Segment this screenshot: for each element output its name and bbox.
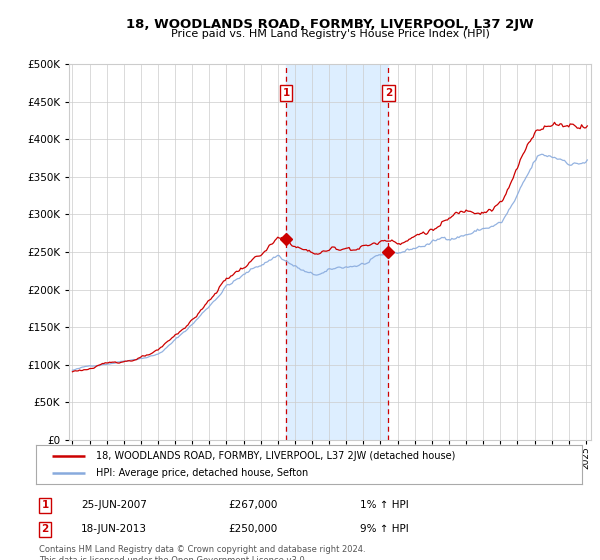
Text: Contains HM Land Registry data © Crown copyright and database right 2024.
This d: Contains HM Land Registry data © Crown c…: [39, 545, 365, 560]
Text: 18, WOODLANDS ROAD, FORMBY, LIVERPOOL, L37 2JW: 18, WOODLANDS ROAD, FORMBY, LIVERPOOL, L…: [126, 18, 534, 31]
Text: £267,000: £267,000: [228, 500, 277, 510]
Text: 18, WOODLANDS ROAD, FORMBY, LIVERPOOL, L37 2JW (detached house): 18, WOODLANDS ROAD, FORMBY, LIVERPOOL, L…: [96, 451, 455, 461]
Text: 1: 1: [283, 88, 290, 98]
Text: 2: 2: [41, 524, 49, 534]
Text: 1: 1: [41, 500, 49, 510]
Text: 9% ↑ HPI: 9% ↑ HPI: [360, 524, 409, 534]
Text: 25-JUN-2007: 25-JUN-2007: [81, 500, 147, 510]
Text: £250,000: £250,000: [228, 524, 277, 534]
Text: 2: 2: [385, 88, 392, 98]
Text: HPI: Average price, detached house, Sefton: HPI: Average price, detached house, Seft…: [96, 468, 308, 478]
Text: 18-JUN-2013: 18-JUN-2013: [81, 524, 147, 534]
Text: 1% ↑ HPI: 1% ↑ HPI: [360, 500, 409, 510]
Text: Price paid vs. HM Land Registry's House Price Index (HPI): Price paid vs. HM Land Registry's House …: [170, 29, 490, 39]
Bar: [286, 64, 388, 440]
